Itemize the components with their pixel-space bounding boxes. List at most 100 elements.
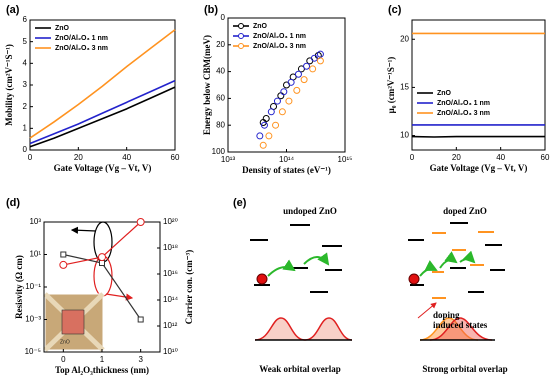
y2-axis-label: Carrier con. (cm⁻³): [184, 250, 194, 325]
y-tick-label: 10⁻¹: [25, 282, 41, 291]
point: [303, 62, 311, 70]
legend-marker: [238, 43, 244, 49]
point: [316, 57, 324, 65]
x-tick-label: 40: [122, 153, 131, 162]
x-tick-label: 60: [171, 153, 180, 162]
annotation-line: doping: [433, 310, 460, 320]
point: [265, 132, 273, 140]
y-axis-label: Resisvity (Ω cm): [14, 255, 24, 319]
left-title: undoped ZnO: [283, 206, 337, 216]
panel-label: (d): [6, 197, 20, 209]
undoped-levels: [250, 224, 353, 341]
y-tick-label: 1: [23, 123, 28, 132]
x-axis-label: Top Al₂O₃thickness (nm): [55, 365, 149, 375]
point: [309, 65, 317, 73]
point: [285, 97, 293, 105]
point: [293, 86, 301, 94]
x-tick-label: 40: [496, 153, 505, 162]
left-caption: Weak orbital overlap: [259, 364, 341, 374]
point: [272, 121, 280, 129]
x-tick-label: 60: [541, 153, 550, 162]
y-tick-label: 2: [23, 102, 28, 111]
x-tick-label: 0: [61, 355, 66, 364]
legend-label: ZnO/Al₂O₃ 3 nm: [253, 43, 306, 50]
legend-label: ZnO/Al₂O₃ 3 nm: [55, 45, 108, 52]
panel-label: (e): [233, 197, 247, 209]
x-tick-label: 20: [452, 153, 461, 162]
point: [136, 218, 145, 226]
y-tick-label: 10¹: [29, 250, 41, 259]
legend-label: ZnO/Al₂O₃ 1 nm: [253, 33, 306, 40]
x-axis-label: Gate Voltage (Vg – Vt, V): [430, 163, 528, 173]
y-tick-label: 15: [400, 83, 409, 92]
point: [60, 251, 67, 258]
point: [273, 97, 281, 105]
point: [287, 78, 295, 86]
series-line: [29, 29, 176, 139]
y-tick-label: 4: [23, 58, 28, 67]
point: [259, 141, 267, 149]
x-tick-label: 10¹⁵: [338, 155, 353, 164]
y-tick-label: 20: [216, 40, 225, 49]
y-tick-label: 40: [216, 67, 225, 76]
right-title: doped ZnO: [443, 206, 487, 216]
point: [267, 108, 275, 116]
y2-tick-label: 10¹²: [163, 321, 178, 330]
point: [277, 92, 285, 100]
x-tick-label: 0: [410, 153, 415, 162]
point: [262, 115, 270, 122]
panel-label: (a): [6, 4, 20, 16]
panel-label: (c): [388, 4, 402, 16]
legend-label: ZnO/Al₂O₃ 1 nm: [55, 35, 108, 42]
inset-photo: ZnO: [43, 292, 105, 352]
y-tick-label: 10⁻³: [25, 315, 41, 324]
x-axis-label: Density of states (eV⁻¹): [242, 165, 331, 175]
legend-label: ZnO: [437, 90, 452, 97]
y-axis-label: Energy below CBM(meV): [202, 35, 212, 135]
y-axis-label: Mobility (cm²V⁻¹S⁻¹): [4, 44, 14, 126]
y-tick-label: 100: [212, 147, 226, 156]
legend-label: ZnO: [253, 23, 268, 30]
x-tick-label: 3: [138, 355, 143, 364]
y-tick-label: 60: [216, 94, 225, 103]
x-tick-label: 1: [100, 355, 105, 364]
point: [278, 108, 286, 116]
x-tick-label: 10¹⁴: [279, 155, 295, 164]
y-tick-label: 80: [216, 120, 225, 129]
y-tick-label: 10⁻⁵: [25, 347, 41, 356]
y-tick-label: 5: [23, 37, 28, 46]
legend-marker: [238, 33, 244, 39]
y-tick-label: 6: [23, 15, 28, 24]
x-tick-label: 0: [28, 153, 33, 162]
d-annotations: ZnO: [43, 221, 134, 352]
point: [59, 260, 68, 269]
legend-marker: [238, 23, 244, 29]
legend-label: ZnO/Al₂O₃ 1 nm: [437, 100, 490, 107]
y2-tick-label: 10²⁰: [163, 217, 178, 226]
point: [316, 50, 324, 58]
plot-frame: [411, 19, 546, 151]
series-line: [29, 86, 176, 148]
panel-label: (b): [204, 4, 218, 16]
point: [256, 132, 264, 140]
point: [310, 54, 318, 62]
legend-label: ZnO: [55, 25, 70, 32]
point: [98, 253, 106, 262]
y-tick-label: 0: [221, 13, 226, 22]
point: [280, 88, 288, 96]
y2-tick-label: 10¹⁴: [163, 295, 179, 304]
series-line: [29, 79, 176, 145]
point: [99, 259, 105, 266]
inset-label: ZnO: [60, 339, 70, 345]
y-tick-label: 20: [400, 34, 409, 43]
point: [260, 121, 268, 129]
y2-tick-label: 10¹⁶: [163, 269, 178, 278]
y-tick-label: 10: [400, 131, 409, 140]
y-tick-label: 3: [23, 80, 28, 89]
x-tick-label: 20: [74, 153, 83, 162]
y2-tick-label: 10¹⁸: [163, 243, 178, 252]
y-tick-label: 10³: [29, 217, 41, 226]
y2-tick-label: 10¹⁰: [163, 347, 178, 356]
point: [137, 316, 144, 323]
